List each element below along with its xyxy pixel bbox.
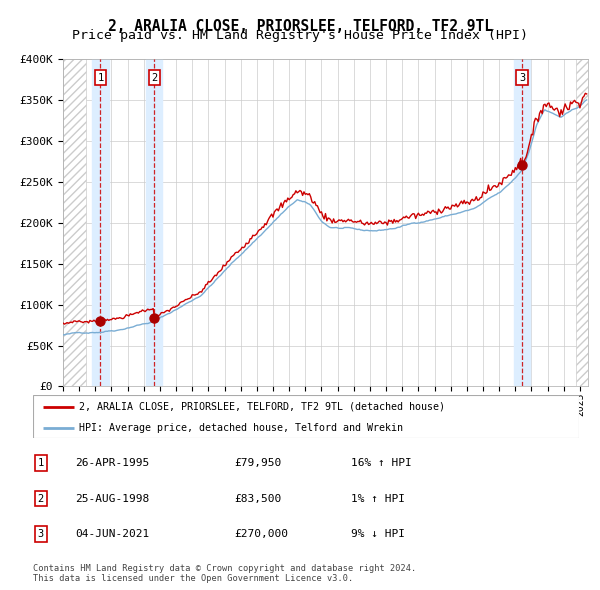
Text: £270,000: £270,000 <box>234 529 288 539</box>
Text: 2, ARALIA CLOSE, PRIORSLEE, TELFORD, TF2 9TL: 2, ARALIA CLOSE, PRIORSLEE, TELFORD, TF2… <box>107 19 493 34</box>
Text: 1: 1 <box>97 73 104 83</box>
Bar <box>63 59 86 386</box>
Text: 04-JUN-2021: 04-JUN-2021 <box>75 529 149 539</box>
Text: 9% ↓ HPI: 9% ↓ HPI <box>351 529 405 539</box>
Text: £79,950: £79,950 <box>234 458 281 468</box>
Text: 1% ↑ HPI: 1% ↑ HPI <box>351 494 405 503</box>
Bar <box>146 59 163 386</box>
Text: 2, ARALIA CLOSE, PRIORSLEE, TELFORD, TF2 9TL (detached house): 2, ARALIA CLOSE, PRIORSLEE, TELFORD, TF2… <box>79 402 445 412</box>
Text: £83,500: £83,500 <box>234 494 281 503</box>
Text: HPI: Average price, detached house, Telford and Wrekin: HPI: Average price, detached house, Telf… <box>79 422 403 432</box>
Text: 2: 2 <box>38 494 44 503</box>
Text: Price paid vs. HM Land Registry's House Price Index (HPI): Price paid vs. HM Land Registry's House … <box>72 30 528 42</box>
Text: 16% ↑ HPI: 16% ↑ HPI <box>351 458 412 468</box>
Bar <box>576 59 588 386</box>
Bar <box>514 59 530 386</box>
Text: 1: 1 <box>38 458 44 468</box>
Text: 2: 2 <box>151 73 157 83</box>
Text: Contains HM Land Registry data © Crown copyright and database right 2024.
This d: Contains HM Land Registry data © Crown c… <box>33 563 416 583</box>
Text: 26-APR-1995: 26-APR-1995 <box>75 458 149 468</box>
Bar <box>92 59 109 386</box>
Text: 3: 3 <box>519 73 525 83</box>
Text: 3: 3 <box>38 529 44 539</box>
Text: 25-AUG-1998: 25-AUG-1998 <box>75 494 149 503</box>
